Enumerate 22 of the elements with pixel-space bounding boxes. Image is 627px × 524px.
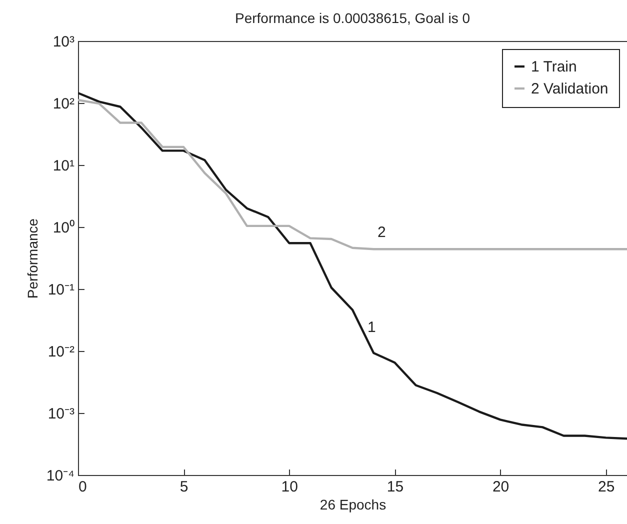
x-axis-title: 26 Epochs <box>320 496 386 512</box>
legend-label: 1 Train <box>531 58 577 76</box>
y-tick-label: 10² <box>52 96 74 112</box>
y-axis-title: Performance <box>24 218 40 299</box>
x-tick-label: 15 <box>386 478 404 496</box>
x-tick-label: 25 <box>598 478 615 496</box>
y-tick-label: 10³ <box>52 34 74 50</box>
y-tick-label: 10⁻² <box>48 344 74 360</box>
x-tick-label: 5 <box>180 478 188 496</box>
y-tick-label: 10¹ <box>52 158 74 174</box>
x-tick-label: 0 <box>78 478 87 496</box>
chart-title: Performance is 0.00038615, Goal is 0 <box>234 10 470 26</box>
y-tick-label: 10⁻¹ <box>48 282 74 298</box>
legend-label: 2 Validation <box>531 80 608 98</box>
y-tick-label: 10⁻⁴ <box>46 468 74 484</box>
y-tick-label: 10⁻³ <box>48 406 74 422</box>
y-tick-label: 10⁰ <box>52 220 74 236</box>
x-tick-label: 10 <box>281 478 298 496</box>
line-series <box>78 98 627 250</box>
annotation: 2 <box>377 224 386 242</box>
x-tick-label: 20 <box>492 478 510 496</box>
annotation: 1 <box>367 318 376 336</box>
